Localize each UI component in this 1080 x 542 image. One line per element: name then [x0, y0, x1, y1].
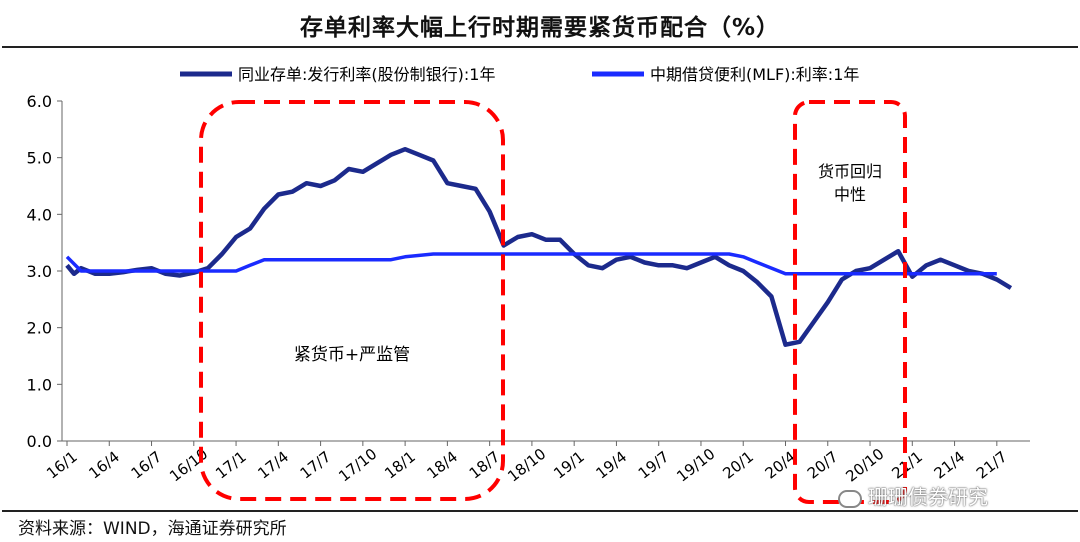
annotation-neutral-line2: 中性 — [834, 185, 866, 204]
x-tick-label: 17/7 — [297, 448, 335, 483]
x-tick-label: 16/7 — [128, 448, 166, 483]
x-tick-label: 17/4 — [254, 448, 292, 483]
x-tick-label: 18/1 — [381, 448, 419, 483]
x-tick-label: 18/7 — [466, 448, 504, 483]
watermark-text: 珊珊债券研究 — [868, 485, 988, 509]
y-tick-label: 3.0 — [27, 262, 52, 281]
annotation-neutral-line1: 货币回归 — [818, 162, 882, 181]
source-note: 资料来源：WIND，海通证券研究所 — [18, 519, 287, 539]
x-tick-label: 21/1 — [888, 448, 926, 483]
legend-label-ncd: 同业存单:发行利率(股份制银行):1年 — [238, 65, 495, 84]
x-tick-label: 19/10 — [673, 445, 718, 486]
x-tick-label: 21/7 — [973, 448, 1011, 483]
title-divider — [2, 46, 1078, 48]
source-divider — [2, 510, 1078, 512]
y-tick-label: 4.0 — [27, 205, 52, 224]
x-axis: 16/1 16/4 16/7 16/10 17/1 17/4 17/7 17/10 18/1 18… — [43, 440, 1030, 486]
y-tick-label: 0.0 — [27, 432, 52, 451]
legend: 同业存单:发行利率(股份制银行):1年 中期借贷便利(MLF):利率:1年 — [180, 65, 859, 84]
highlight-box-tightening — [199, 100, 505, 501]
x-tick-label: 17/10 — [335, 445, 380, 486]
series-line-mlf-rate — [65, 252, 997, 276]
legend-label-mlf: 中期借贷便利(MLF):利率:1年 — [650, 65, 859, 84]
x-tick-label: 20/7 — [804, 448, 842, 483]
annotation-tightening: 紧货币+严监管 — [294, 345, 410, 365]
y-axis: 0.0 1.0 2.0 3.0 4.0 5.0 6.0 — [27, 92, 63, 451]
x-tick-label: 16/4 — [85, 448, 123, 483]
x-tick-label: 21/4 — [931, 448, 969, 483]
x-tick-label: 16/1 — [43, 448, 81, 483]
x-tick-label: 17/1 — [212, 448, 250, 483]
chart-title: 存单利率大幅上行时期需要紧货币配合（%） — [299, 15, 781, 41]
wechat-icon — [838, 489, 862, 508]
x-tick-label: 18/10 — [504, 445, 549, 486]
y-tick-label: 2.0 — [27, 319, 52, 338]
y-tick-label: 5.0 — [27, 149, 52, 168]
x-tick-label: 19/7 — [635, 448, 673, 483]
x-tick-label: 20/10 — [842, 445, 887, 486]
x-tick-label: 19/4 — [593, 448, 631, 483]
x-tick-label: 18/4 — [423, 448, 461, 483]
x-tick-label: 19/1 — [550, 448, 588, 483]
y-tick-label: 1.0 — [27, 375, 52, 394]
watermark: 珊珊债券研究 — [838, 481, 988, 510]
y-tick-label: 6.0 — [27, 92, 52, 111]
x-tick-label: 20/1 — [719, 448, 757, 483]
